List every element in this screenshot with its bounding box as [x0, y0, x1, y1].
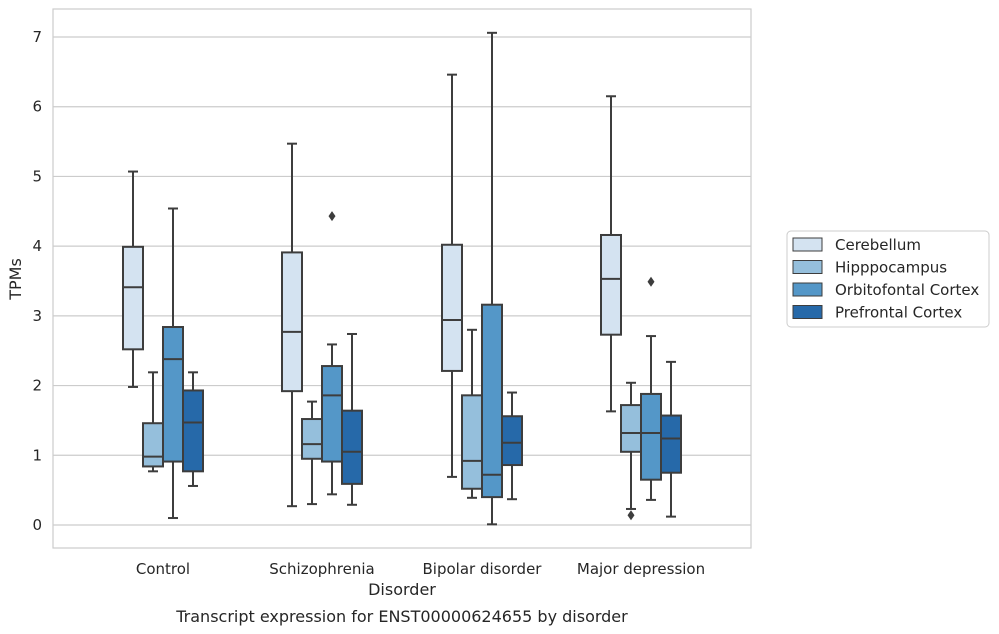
legend-item: Prefrontal Cortex: [792, 304, 962, 322]
box-iqr: [620, 404, 642, 453]
outlier-point: [647, 276, 655, 287]
legend: Cerebellum Hipppocampus Orbitofontal Corte…: [786, 230, 990, 328]
y-axis-label: TPMs: [6, 258, 25, 301]
box-iqr: [142, 422, 164, 468]
box: [162, 207, 184, 520]
legend-item: Hipppocampus: [792, 259, 947, 277]
x-tick-label: Bipolar disorder: [423, 560, 543, 578]
box: [660, 360, 682, 518]
box-iqr: [162, 326, 184, 463]
outlier-point: [328, 211, 336, 222]
box: [461, 328, 483, 499]
box: [301, 400, 323, 506]
box-iqr: [281, 251, 303, 393]
box: [481, 31, 503, 526]
series-hipppocampus: [142, 328, 642, 521]
chart-caption: Transcript expression for ENST0000062465…: [175, 607, 628, 626]
y-tick-label: 6: [32, 98, 42, 116]
y-tick-label: 3: [32, 307, 42, 325]
plot-area-frame: [52, 8, 752, 549]
series-orbitofontal-cortex: [162, 31, 662, 526]
y-tick-labels: 0 1 2 3 4 5 6 7: [32, 28, 42, 534]
box: [441, 73, 463, 478]
legend-label: Hipppocampus: [835, 259, 947, 277]
x-tick-label: Schizophrenia: [269, 560, 374, 578]
y-tick-label: 0: [32, 516, 42, 534]
legend-swatch: [792, 237, 823, 252]
box-iqr: [640, 392, 662, 481]
box-iqr: [122, 245, 144, 351]
legend-swatch: [792, 305, 823, 319]
legend-frame: [786, 230, 990, 328]
box: [501, 391, 523, 501]
box-series-layer: [122, 31, 682, 526]
y-tick-label: 1: [32, 446, 42, 464]
x-axis-label: Disorder: [368, 580, 436, 599]
box: [142, 371, 164, 473]
box: [182, 371, 204, 487]
y-tick-label: 4: [32, 237, 42, 255]
y-tick-label: 2: [32, 377, 42, 395]
box: [341, 332, 363, 506]
legend-label: Orbitofontal Cortex: [835, 281, 979, 299]
legend-label: Cerebellum: [835, 236, 921, 254]
series-cerebellum: [122, 73, 622, 508]
box-iqr: [481, 303, 503, 499]
box-iqr: [441, 243, 463, 372]
legend-swatch: [792, 282, 823, 297]
y-tick-label: 7: [32, 28, 42, 46]
box-iqr: [341, 409, 363, 485]
y-tick-label: 5: [32, 167, 42, 185]
box-iqr: [461, 394, 483, 490]
box: [122, 170, 144, 388]
legend-item: Cerebellum: [792, 236, 921, 254]
box-iqr: [321, 365, 343, 463]
outlier-point: [627, 510, 635, 521]
box: [620, 381, 642, 521]
x-tick-label: Control: [136, 560, 190, 578]
box: [640, 276, 662, 501]
box-iqr: [660, 414, 682, 474]
x-tick-labels: Control Schizophrenia Bipolar disorder Majo…: [136, 560, 705, 578]
x-tick-label: Major depression: [577, 560, 705, 578]
box-iqr: [501, 415, 523, 467]
legend-item: Orbitofontal Cortex: [792, 281, 979, 299]
legend-label: Prefrontal Cortex: [835, 304, 962, 322]
series-prefrontal-cortex: [182, 332, 682, 518]
box-iqr: [600, 233, 622, 336]
legend-swatch: [792, 260, 823, 274]
box: [281, 142, 303, 508]
box: [600, 95, 622, 413]
box-iqr: [301, 418, 323, 460]
box-iqr: [182, 389, 204, 473]
box: [321, 211, 343, 496]
